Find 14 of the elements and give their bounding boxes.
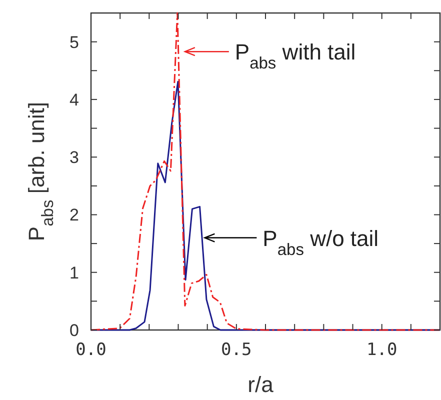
y-tick-label: 2 — [70, 206, 79, 225]
line-series — [91, 80, 440, 331]
x-tick-label: 0.5 — [221, 340, 252, 360]
y-tick-label: 5 — [70, 32, 79, 52]
annotation: P$_{abs}$ w/o tail — [262, 226, 379, 259]
y-tick-label: 1 — [70, 263, 79, 282]
y-tick-label: 0 — [70, 320, 79, 340]
y-tick-label: 3 — [70, 148, 79, 168]
y-tick-label: 4 — [70, 90, 79, 110]
x-tick-label: 1.0 — [366, 340, 398, 360]
annotation: P$_{abs}$ with tail — [234, 40, 356, 73]
line-series — [91, 12, 440, 331]
x-tick-label: 0.0 — [76, 340, 106, 360]
x-axis-title: r/a — [248, 372, 274, 397]
